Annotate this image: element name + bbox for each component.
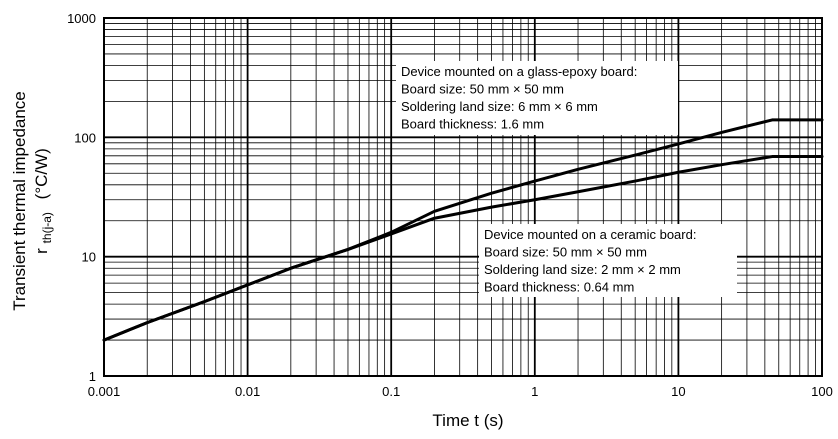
y-tick-label: 1 [89,369,96,384]
x-axis-title: Time t (s) [432,411,503,430]
y-axis-title: Transient thermal impedance r th(j-a) (°… [10,91,55,311]
annotation-line: Soldering land size: 6 mm × 6 mm [401,99,598,114]
y-tick-label: 1000 [67,11,96,26]
y-tick-label: 100 [74,130,96,145]
annotation-ceramic: Device mounted on a ceramic board: Board … [479,224,737,297]
annotation-glass: Device mounted on a glass-epoxy board: Bo… [396,61,678,135]
annotation-line: Board thickness: 1.6 mm [401,117,544,132]
y-tick-label: 10 [82,250,96,265]
annotation-box [396,61,678,135]
annotation-line: Device mounted on a glass-epoxy board: [401,64,637,79]
y-axis-title-line1: Transient thermal impedance [10,91,29,311]
series-line-2 [102,155,824,342]
y-axis-title-line2: r th(j-a) (°C/W) [32,148,55,254]
x-tick-label: 0.1 [382,384,400,399]
annotation-line: Soldering land size: 2 mm × 2 mm [484,262,681,277]
x-tick-label: 0.01 [235,384,260,399]
annotation-boxes: Device mounted on a glass-epoxy board: Bo… [396,61,737,297]
data-series [102,118,824,342]
x-tick-label: 0.001 [88,384,121,399]
annotation-line: Device mounted on a ceramic board: [484,227,696,242]
annotation-line: Board size: 50 mm × 50 mm [484,245,647,260]
annotation-box [479,224,737,297]
tick-labels: 0.001 0.01 0.1 1 10 100 1 10 100 1000 [67,11,833,399]
annotation-line: Board size: 50 mm × 50 mm [401,82,564,97]
annotation-line: Board thickness: 0.64 mm [484,280,634,295]
x-tick-label: 1 [531,384,538,399]
y-axis-symbol: r [32,248,51,254]
y-axis-subscript: th(j-a) [40,212,54,243]
x-tick-label: 100 [811,384,833,399]
plot-frame [103,17,823,377]
y-axis-unit: (°C/W) [32,148,51,199]
x-tick-label: 10 [671,384,685,399]
